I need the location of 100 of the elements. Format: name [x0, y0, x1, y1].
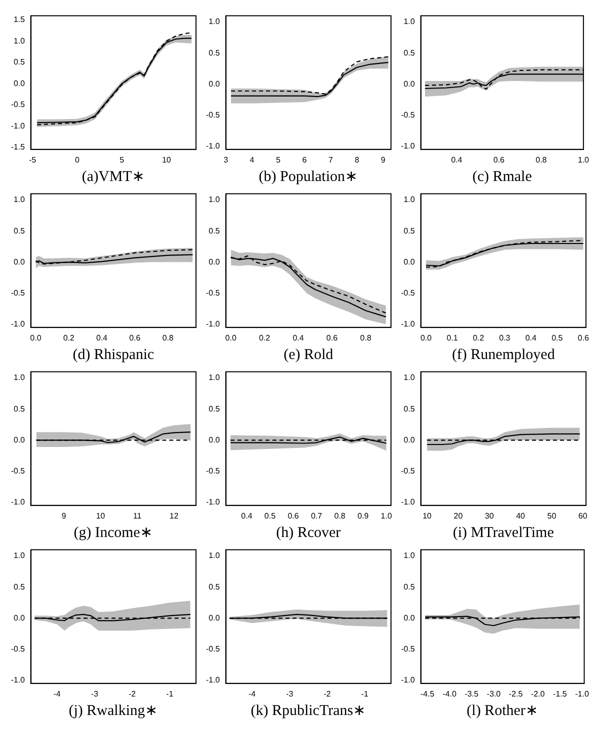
y-tick-label: 0.5	[14, 404, 26, 414]
x-tick-label: 9	[62, 511, 67, 520]
y-tick-label: -1.0	[10, 675, 26, 684]
y-tick-label: 0.0	[404, 257, 416, 266]
y-tick-label: 1.0	[208, 373, 220, 382]
x-tick-label: 0.6	[288, 511, 300, 520]
x-tick-label: 6	[302, 155, 308, 164]
y-tick-label: 1.0	[404, 551, 416, 560]
y-tick-label: -0.5	[206, 466, 220, 476]
x-tick-label: 0.6	[326, 333, 338, 342]
x-tick-label: 0.5	[552, 333, 564, 342]
x-axis-title: (i) MTravelTime	[452, 524, 554, 541]
x-tick-label: 0.6	[493, 155, 506, 164]
x-tick-label: 60	[578, 511, 588, 520]
x-tick-label: -3.5	[464, 689, 480, 698]
y-tick-label: -0.5	[206, 288, 220, 298]
x-tick-label: 3	[224, 155, 229, 164]
y-tick-label: -1.0	[10, 319, 26, 328]
x-tick-label: 0.3	[499, 333, 511, 342]
x-tick-label: -2	[128, 689, 136, 698]
x-tick-label: 10	[422, 511, 432, 520]
y-tick-label: 0.0	[404, 435, 416, 444]
y-tick-label: 0.5	[404, 48, 416, 58]
x-axis-title: (h) Rcover	[276, 524, 341, 541]
x-tick-label: -1.0	[575, 689, 590, 698]
y-tick-label: 1.0	[404, 195, 416, 204]
x-tick-label: 0.8	[334, 511, 346, 520]
y-tick-label: 1.5	[14, 15, 26, 24]
y-tick-label: -0.5	[10, 100, 26, 110]
x-tick-label: -4	[248, 689, 256, 698]
x-tick-label: 0.6	[129, 333, 141, 342]
x-axis-title: (d) Rhispanic	[72, 346, 154, 363]
y-tick-label: -0.5	[10, 288, 26, 298]
y-tick-label: -1.0	[206, 319, 220, 328]
y-tick-label: -1.0	[400, 141, 416, 150]
x-tick-label: 0.2	[63, 333, 75, 342]
y-tick-label: 0.5	[14, 58, 26, 67]
y-tick-label: 0.0	[208, 435, 220, 444]
y-tick-label: 0.5	[404, 226, 416, 236]
y-tick-label: 0.5	[208, 404, 220, 414]
x-axis-title: (g) Income∗	[74, 524, 153, 541]
x-tick-label: -4.0	[442, 689, 457, 698]
y-tick-label: 0.0	[14, 78, 26, 88]
y-tick-label: -0.5	[400, 110, 416, 120]
y-tick-label: 1.0	[208, 195, 220, 204]
x-tick-label: -1	[361, 689, 369, 698]
x-tick-label: -3	[286, 689, 294, 698]
x-tick-label: 11	[133, 511, 142, 520]
y-tick-label: 0.5	[14, 226, 26, 236]
y-tick-label: 1.0	[208, 551, 220, 560]
x-tick-label: 10	[96, 511, 106, 520]
x-axis-title: (f) Runemployed	[452, 346, 556, 363]
x-tick-label: -3	[91, 689, 99, 698]
x-tick-label: 0.4	[96, 333, 108, 342]
y-tick-label: 1.0	[14, 36, 26, 46]
y-tick-label: 0.0	[14, 257, 26, 266]
x-tick-label: 5	[120, 155, 125, 164]
x-tick-label: 0.4	[292, 333, 304, 342]
x-axis-title: (b) Population∗	[258, 168, 358, 185]
y-tick-label: 1.0	[14, 551, 26, 560]
x-tick-label: 0.0	[420, 333, 432, 342]
y-tick-label: 0.0	[14, 613, 26, 622]
x-tick-label: 0.9	[358, 511, 370, 520]
x-tick-label: 20	[454, 511, 464, 520]
y-tick-label: 1.0	[404, 17, 416, 26]
x-tick-label: 40	[516, 511, 526, 520]
y-tick-label: -0.5	[10, 466, 26, 476]
y-tick-label: 1.0	[404, 373, 416, 382]
y-tick-label: 0.5	[208, 226, 220, 236]
y-tick-label: -1.0	[10, 121, 26, 130]
x-tick-label: 12	[170, 511, 179, 520]
x-axis-title: (j) Rwalking∗	[68, 702, 158, 719]
x-tick-label: -4	[54, 689, 62, 698]
x-axis-title: (e) Rold	[284, 346, 334, 363]
y-tick-label: 0.5	[404, 582, 416, 592]
line-series	[230, 56, 389, 95]
x-tick-label: -1.5	[553, 689, 568, 698]
x-tick-label: 0.2	[259, 333, 271, 342]
y-tick-label: -0.5	[206, 110, 220, 120]
x-tick-label: 0.1	[446, 333, 458, 342]
x-tick-label: 0.0	[30, 333, 42, 342]
y-tick-label: -1.0	[400, 675, 416, 684]
y-tick-label: -1.0	[10, 497, 26, 506]
x-axis-title: (c) Rmale	[472, 168, 532, 185]
x-tick-label: 7	[328, 155, 334, 164]
x-tick-label: 0.8	[360, 333, 372, 342]
y-tick-label: -1.5	[10, 142, 26, 152]
x-tick-label: -2.5	[508, 689, 524, 698]
y-tick-label: 1.0	[14, 373, 26, 382]
y-tick-label: -1.0	[400, 497, 416, 506]
x-tick-label: 0.8	[536, 155, 548, 164]
x-tick-label: 5	[276, 155, 282, 164]
x-tick-label: -4.5	[420, 689, 435, 698]
x-tick-label: 0.2	[472, 333, 485, 342]
x-axis-title: (l) Rother∗	[466, 702, 538, 719]
x-tick-label: 0.0	[225, 333, 237, 342]
y-tick-label: 1.0	[208, 17, 220, 26]
y-tick-label: 0.0	[404, 79, 416, 88]
y-tick-label: -0.5	[400, 466, 416, 476]
x-tick-label: 10	[162, 155, 172, 164]
